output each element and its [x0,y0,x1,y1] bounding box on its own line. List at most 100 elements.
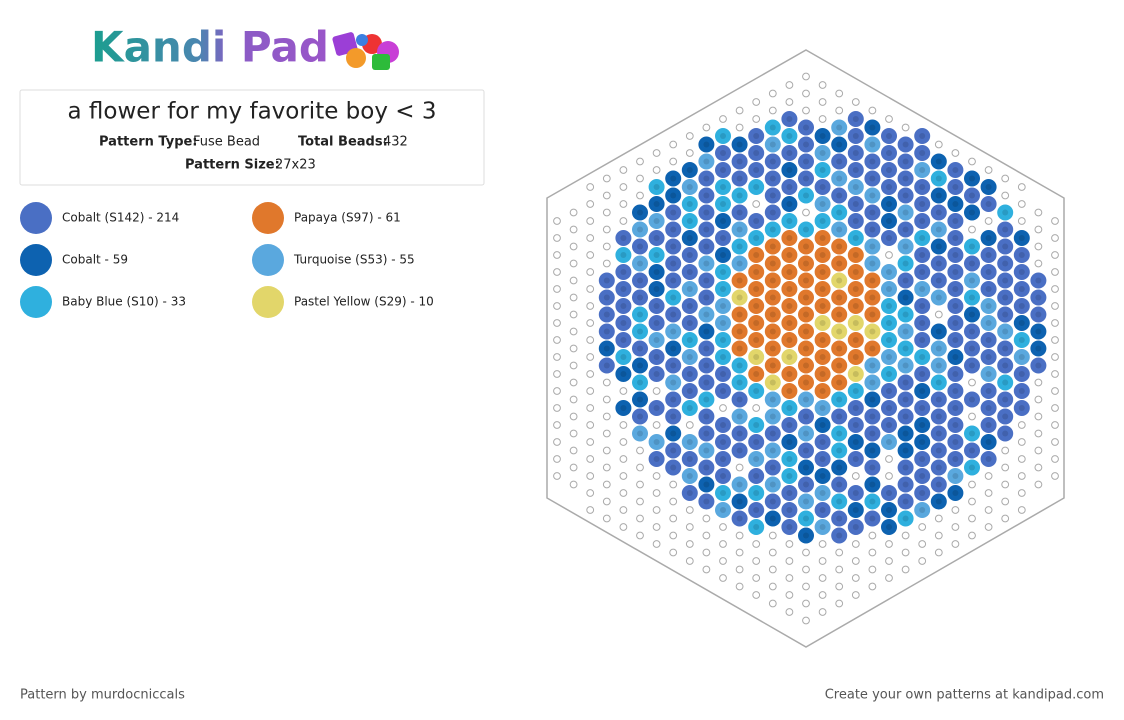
legend-swatch [20,244,52,276]
bead [781,213,798,229]
bead [980,332,997,348]
bead [847,230,864,246]
bead [997,340,1014,357]
bead-hole [736,192,743,199]
bead-hole [670,464,677,471]
peg [1017,200,1026,208]
bead [980,298,997,314]
bead-hole [985,201,992,207]
bead [980,179,997,195]
peg [1034,446,1043,455]
bead-hole [769,430,776,437]
bead-hole [819,524,826,530]
bead-hole [869,515,876,522]
peg [818,591,827,599]
bead-hole [869,328,876,335]
bead [831,357,848,374]
bead [847,145,864,161]
bead [764,357,781,374]
bead [864,289,881,306]
bead [731,425,748,442]
bead-hole [786,201,793,207]
bead [632,255,648,272]
peg [553,387,561,395]
bead-hole [720,133,726,139]
logo[interactable]: Kandi Pad [91,23,329,72]
peg [752,115,761,123]
bead [864,306,881,323]
peg [1051,387,1059,395]
bead-hole [686,252,693,258]
peg [1051,302,1059,310]
bead-hole [703,447,710,454]
bead-hole [736,243,743,250]
peg [1034,395,1043,404]
bead-hole [902,260,909,267]
bead [681,281,698,297]
bead [814,247,831,263]
bead [731,323,748,340]
bead-hole [670,294,677,301]
bead [914,281,931,297]
bead-hole [753,218,760,224]
peg [868,582,877,591]
bead [930,153,947,170]
bead-hole [803,328,809,335]
peg [968,378,976,387]
bead-hole [985,337,992,343]
peg [802,565,810,574]
bead [715,502,731,518]
bead [798,493,814,510]
bead-hole [603,345,610,352]
peg [851,540,860,548]
bead [997,221,1014,238]
bead [715,315,731,331]
bead [831,493,848,510]
bead [764,374,781,391]
bead [715,281,731,297]
bead-hole [969,260,975,267]
bead [914,247,931,263]
bead-hole [703,192,710,199]
peg [569,429,578,438]
bead [731,272,748,289]
bead-hole [819,456,826,462]
bead-hole [869,192,876,199]
bead [764,510,781,527]
peg [885,557,893,565]
bead [781,349,798,365]
footer-link[interactable]: Create your own patterns at kandipad.com [825,688,1104,703]
bead-hole [869,311,876,318]
bead-hole [769,498,776,505]
bead [731,493,748,510]
bead-hole [935,396,942,403]
bead [831,272,848,289]
bead-hole [852,218,859,224]
bead-hole [703,328,710,335]
bead-hole [703,379,710,386]
peg [951,540,960,548]
bead [864,459,881,476]
bead [914,145,931,161]
bead-hole [985,439,992,445]
bead [947,162,964,178]
peg [586,268,595,276]
bead [648,315,665,331]
bead [648,230,665,246]
bead [698,289,715,306]
bead [964,187,980,204]
bead [715,145,731,161]
peg [553,336,561,344]
bead-hole [935,498,942,505]
bead [881,264,897,280]
bead [715,230,731,246]
bead [748,468,765,484]
bead [764,255,781,272]
bead-hole [1002,243,1009,250]
bead-hole [736,396,743,403]
bead-hole [786,337,793,343]
bead-hole [819,490,826,496]
bead-hole [969,362,975,369]
bead [665,425,682,442]
